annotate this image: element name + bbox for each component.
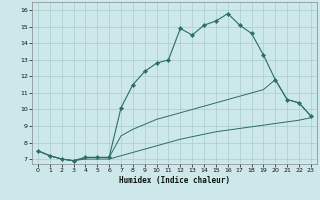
X-axis label: Humidex (Indice chaleur): Humidex (Indice chaleur) (119, 176, 230, 185)
